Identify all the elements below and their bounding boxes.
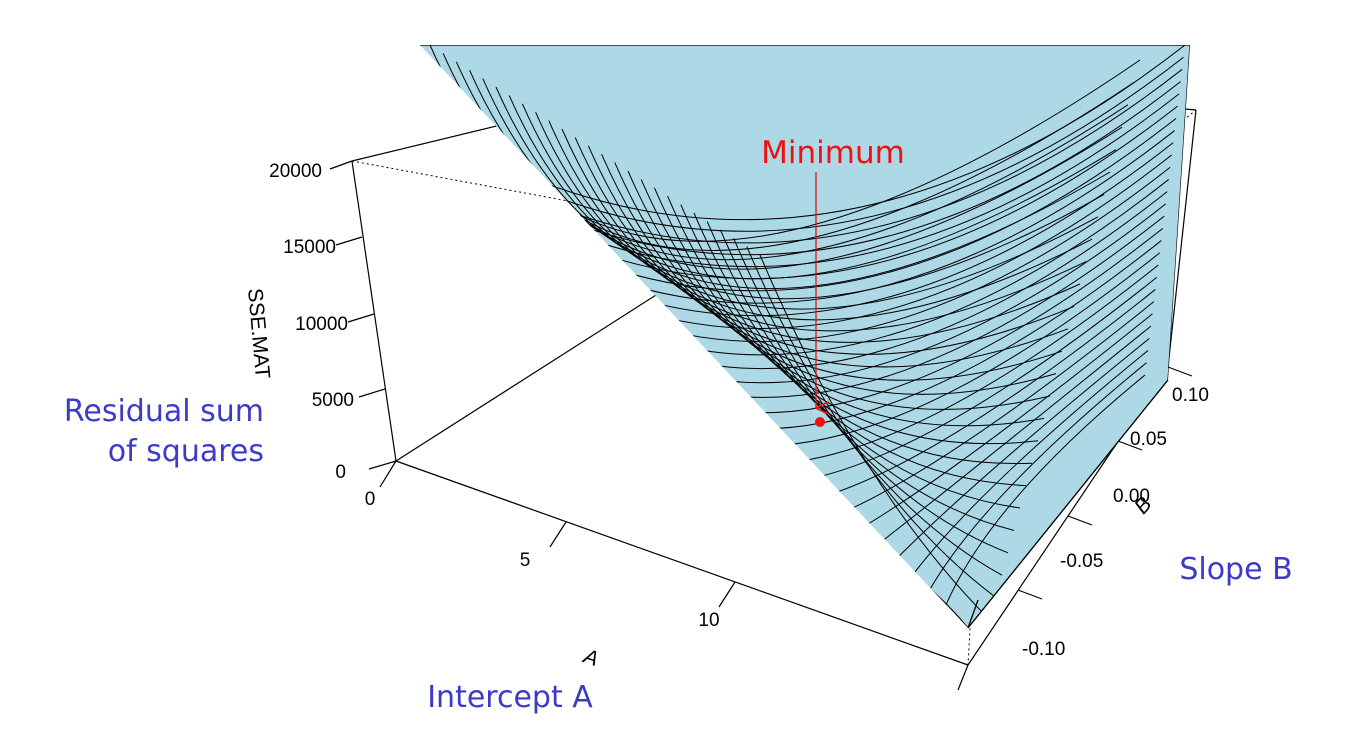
mesh-line-b xyxy=(887,337,1150,569)
minimum-label: Minimum xyxy=(761,135,905,171)
mesh-line-a xyxy=(521,103,1099,310)
z-tick-label: 15000 xyxy=(283,237,336,258)
x-tick-label: 5 xyxy=(520,550,531,571)
z-ticks xyxy=(329,160,397,470)
z-note-line2: of squares xyxy=(108,434,264,469)
x-note: Intercept A xyxy=(427,680,593,715)
mesh-line-a xyxy=(759,254,991,621)
z-tick-label: 0 xyxy=(335,462,346,483)
y-tick-label: 0.00 xyxy=(1113,486,1150,507)
mesh-line-b xyxy=(713,215,1165,398)
mesh-line-b xyxy=(643,166,1171,343)
y-tick-label: -0.05 xyxy=(1060,551,1103,572)
mesh-line-b xyxy=(783,264,1159,464)
mesh-line-b xyxy=(504,69,1183,244)
mesh-line-b xyxy=(539,93,1180,268)
z-tick-label: 20000 xyxy=(269,161,322,182)
mesh-line-b xyxy=(765,252,1161,447)
y-note: Slope B xyxy=(1179,552,1292,587)
mesh-line-b xyxy=(591,130,1175,304)
mesh-line-b xyxy=(696,203,1167,384)
mesh-line-b xyxy=(904,350,1149,586)
mesh-line-b xyxy=(609,142,1174,317)
mesh-line-a xyxy=(495,86,1111,289)
mesh-line-b xyxy=(922,362,1147,603)
x-tick-label: 0 xyxy=(365,489,376,510)
mesh-line-b xyxy=(818,289,1156,499)
mesh-line-b xyxy=(661,179,1170,356)
mesh-line-b xyxy=(678,191,1168,369)
mesh-line-b xyxy=(487,56,1184,232)
surface-edges xyxy=(967,379,1169,629)
x-ticks xyxy=(379,460,736,608)
mesh-line-a xyxy=(548,120,1087,332)
x-tick-label: 10 xyxy=(698,610,719,631)
mesh-line-a xyxy=(614,162,1057,395)
mesh-line-b xyxy=(800,276,1158,482)
minimum-point xyxy=(815,417,825,427)
mesh-line-b xyxy=(835,301,1155,517)
y-tick-label: -0.10 xyxy=(1022,639,1065,660)
z-axis-title: SSE.MAT xyxy=(243,287,274,379)
mesh-line-b xyxy=(939,374,1146,621)
mesh-line-b xyxy=(852,313,1153,534)
mesh-line-a xyxy=(667,196,1033,465)
y-ticks xyxy=(957,366,1193,691)
sse-surface xyxy=(420,45,1190,628)
z-note-line1: Residual sum xyxy=(64,394,264,429)
y-tick-label: 0.05 xyxy=(1130,429,1167,450)
mesh-line-a xyxy=(653,187,1039,445)
x-axis-title: A xyxy=(579,644,601,671)
mesh-line-b xyxy=(870,325,1152,551)
mesh-line-a xyxy=(561,128,1081,343)
mesh-line-b xyxy=(626,154,1172,329)
mesh-line-a xyxy=(587,145,1069,368)
mesh-line-b xyxy=(469,45,1186,221)
mesh-line-b xyxy=(731,227,1164,414)
mesh-line-b xyxy=(556,105,1178,280)
z-tick-label: 5000 xyxy=(312,390,354,411)
mesh-line-b xyxy=(522,81,1181,256)
mesh-line-b xyxy=(574,117,1177,292)
mesh-line-b xyxy=(748,240,1162,430)
z-tick-label: 10000 xyxy=(295,314,348,335)
y-tick-label: 0.10 xyxy=(1172,385,1209,406)
mesh-line-a xyxy=(746,246,997,598)
